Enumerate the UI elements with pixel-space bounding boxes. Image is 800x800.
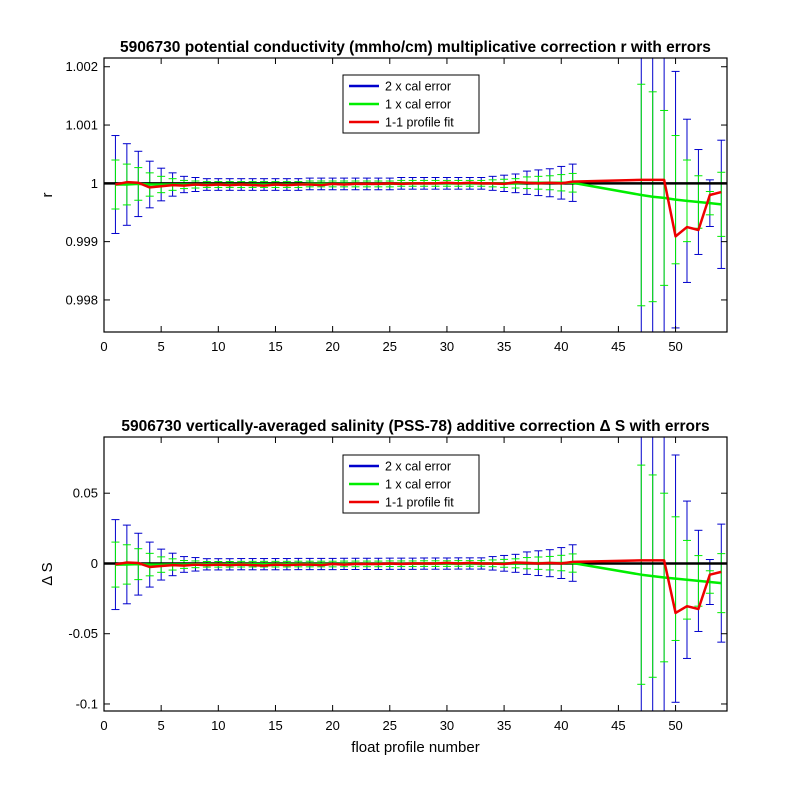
x-tick-label: 5	[158, 339, 165, 354]
x-tick-label: 30	[440, 339, 454, 354]
x-tick-label: 0	[100, 339, 107, 354]
legend: 2 x cal error 1 x cal error 1-1 profile fi…	[342, 454, 480, 514]
x-tick-label: 50	[668, 339, 682, 354]
legend-label: 2 x cal error	[385, 460, 451, 474]
x-tick-label: 25	[383, 718, 397, 733]
y-tick-label: 0.998	[65, 292, 98, 307]
axes-box	[103, 57, 728, 333]
x-tick-label: 40	[554, 339, 568, 354]
x-tick-label: 50	[668, 718, 682, 733]
y-axis-label: r	[39, 193, 56, 198]
chart-title: 5906730 potential conductivity (mmho/cm)…	[120, 39, 711, 56]
y-tick-label: 1.002	[65, 59, 98, 74]
legend-label: 2 x cal error	[385, 80, 451, 94]
y-tick-label: 1	[91, 176, 98, 191]
y-tick-label: -0.1	[76, 696, 98, 711]
legend-label: 1-1 profile fit	[385, 496, 454, 510]
plot-content	[104, 437, 727, 711]
plot-content	[104, 58, 727, 332]
x-tick-label: 20	[325, 718, 339, 733]
x-tick-label: 15	[268, 718, 282, 733]
legend-label: 1 x cal error	[385, 98, 451, 112]
x-tick-label: 15	[268, 339, 282, 354]
y-tick-label: -0.05	[68, 626, 98, 641]
x-tick-label: 5	[158, 718, 165, 733]
x-tick-label: 45	[611, 339, 625, 354]
y-tick-label: 0.05	[73, 486, 98, 501]
x-axis-label: float profile number	[351, 739, 479, 756]
series-line-fit	[115, 559, 722, 615]
series-line-fit	[115, 178, 722, 238]
y-tick-label: 0	[91, 556, 98, 571]
x-tick-label: 0	[100, 718, 107, 733]
axes-box	[103, 436, 728, 712]
y-tick-label: 0.999	[65, 234, 98, 249]
legend-label: 1 x cal error	[385, 478, 451, 492]
x-tick-label: 25	[383, 339, 397, 354]
x-tick-label: 30	[440, 718, 454, 733]
x-tick-label: 35	[497, 339, 511, 354]
x-tick-label: 40	[554, 718, 568, 733]
x-tick-label: 45	[611, 718, 625, 733]
x-tick-label: 35	[497, 718, 511, 733]
x-tick-label: 20	[325, 339, 339, 354]
y-axis-label: Δ S	[39, 562, 56, 585]
y-tick-label: 1.001	[65, 118, 98, 133]
chart-panel-2: 5906730 vertically-averaged salinity (PS…	[39, 418, 728, 756]
chart-panel-1: 5906730 potential conductivity (mmho/cm)…	[39, 39, 728, 354]
x-tick-label: 10	[211, 339, 225, 354]
chart-title: 5906730 vertically-averaged salinity (PS…	[121, 418, 709, 435]
legend-label: 1-1 profile fit	[385, 116, 454, 130]
legend: 2 x cal error 1 x cal error 1-1 profile fi…	[342, 74, 480, 134]
x-tick-label: 10	[211, 718, 225, 733]
